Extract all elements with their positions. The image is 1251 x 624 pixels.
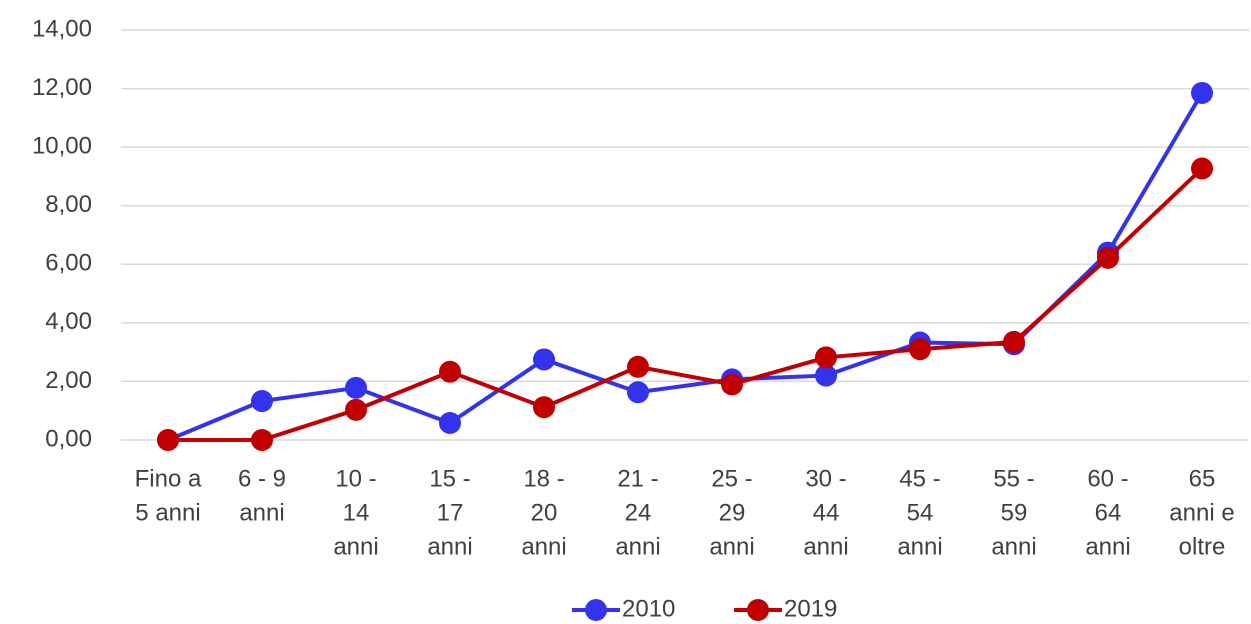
x-tick-label: anni xyxy=(991,533,1036,560)
data-point xyxy=(815,346,837,369)
x-tick-label: 10 - xyxy=(335,465,376,492)
y-tick-label: 6,00 xyxy=(45,250,92,277)
y-tick-label: 12,00 xyxy=(32,74,92,101)
x-tick-label: 6 - 9 xyxy=(238,465,286,492)
data-point xyxy=(533,348,555,371)
x-tick-label: 60 - xyxy=(1087,465,1128,492)
data-point xyxy=(533,396,555,419)
x-tick-label: anni xyxy=(333,533,378,560)
x-tick-label: 5 anni xyxy=(135,499,200,526)
data-point xyxy=(1097,246,1119,269)
data-point xyxy=(721,373,743,396)
x-tick-label: 54 xyxy=(907,499,934,526)
x-tick-label: oltre xyxy=(1179,533,1226,560)
x-tick-label: 18 - xyxy=(523,465,564,492)
data-point xyxy=(251,390,273,413)
x-tick-label: 30 - xyxy=(805,465,846,492)
data-point xyxy=(815,364,837,387)
x-tick-label: 45 - xyxy=(899,465,940,492)
x-tick-label: 25 - xyxy=(711,465,752,492)
x-tick-label: 17 xyxy=(437,499,464,526)
legend-marker xyxy=(747,599,769,621)
x-tick-label: 15 - xyxy=(429,465,470,492)
data-point xyxy=(251,429,273,451)
y-tick-label: 8,00 xyxy=(45,191,92,218)
x-tick-label: 44 xyxy=(813,499,840,526)
x-tick-label: anni e xyxy=(1169,499,1234,526)
x-tick-label: 64 xyxy=(1095,499,1122,526)
x-tick-label: 20 xyxy=(531,499,558,526)
data-point xyxy=(345,398,367,421)
data-point xyxy=(439,412,461,435)
legend-label: 2010 xyxy=(622,595,675,622)
x-tick-label: 55 - xyxy=(993,465,1034,492)
x-tick-label: 65 xyxy=(1189,465,1216,492)
data-point xyxy=(157,429,179,451)
x-tick-label: anni xyxy=(709,533,754,560)
legend-label: 2019 xyxy=(784,595,837,622)
y-tick-label: 14,00 xyxy=(32,15,92,42)
series-line xyxy=(167,91,1204,442)
x-tick-label: 29 xyxy=(719,499,746,526)
x-tick-label: anni xyxy=(615,533,660,560)
x-tick-label: 24 xyxy=(625,499,652,526)
y-tick-label: 10,00 xyxy=(32,132,92,159)
data-point xyxy=(1191,81,1213,104)
data-point xyxy=(909,338,931,361)
y-tick-label: 0,00 xyxy=(45,425,92,452)
data-point xyxy=(1003,330,1025,353)
x-tick-label: 14 xyxy=(343,499,370,526)
data-point xyxy=(627,381,649,404)
y-tick-label: 4,00 xyxy=(45,308,92,335)
x-tick-label: 59 xyxy=(1001,499,1028,526)
x-tick-label: anni xyxy=(803,533,848,560)
data-point xyxy=(345,376,367,399)
data-point xyxy=(1191,157,1213,180)
x-tick-label: anni xyxy=(1085,533,1130,560)
series-line xyxy=(168,167,1204,442)
x-tick-label: anni xyxy=(427,533,472,560)
x-tick-label: anni xyxy=(239,499,284,526)
x-tick-label: Fino a xyxy=(135,465,202,492)
data-point xyxy=(627,355,649,378)
x-tick-label: 21 - xyxy=(617,465,658,492)
y-tick-label: 2,00 xyxy=(45,367,92,394)
data-point xyxy=(439,360,461,383)
x-tick-label: anni xyxy=(897,533,942,560)
legend-marker xyxy=(585,599,607,621)
x-tick-label: anni xyxy=(521,533,566,560)
